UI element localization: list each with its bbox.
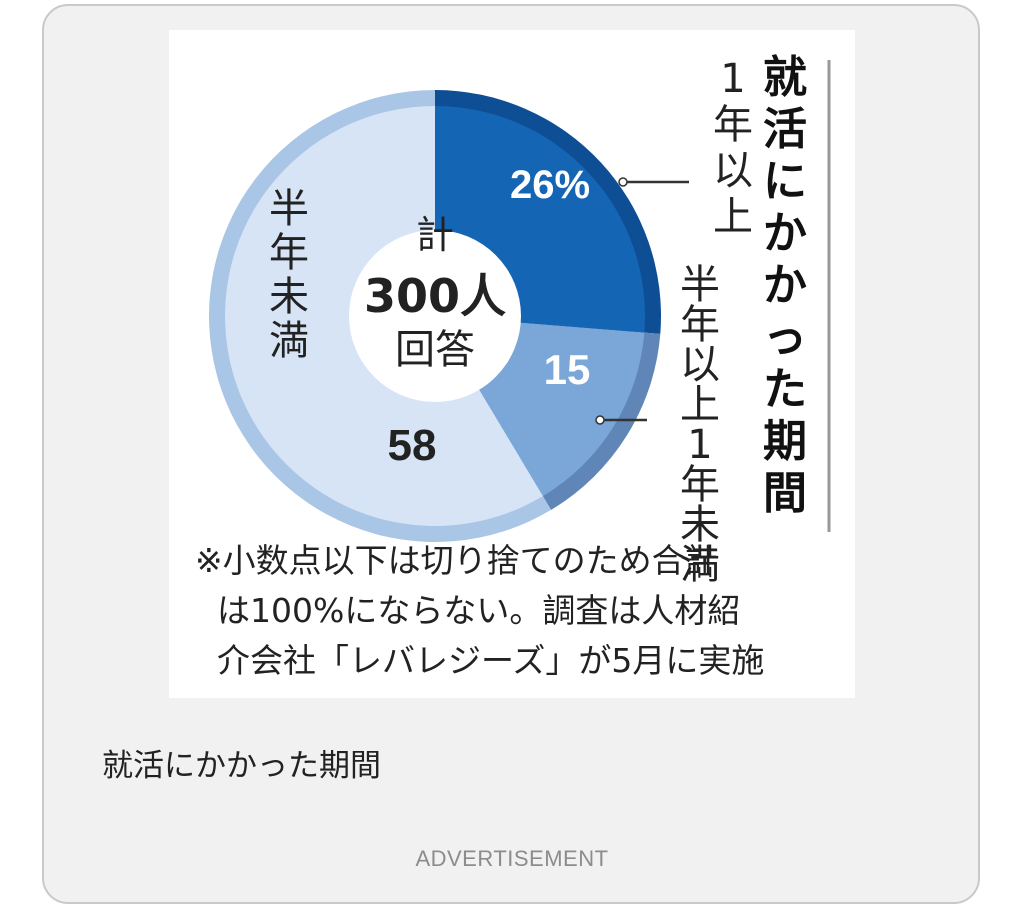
total-label-bottom: 回答 bbox=[395, 327, 475, 373]
slice-value-label-1year: 26% bbox=[510, 163, 590, 207]
chart-note-line-3: 介会社「レバレジーズ」が5月に実施 bbox=[217, 641, 764, 680]
leader-line-half-to-1year bbox=[595, 415, 647, 425]
total-label-count: 300人 bbox=[364, 269, 506, 323]
slice-value-label-half-to-1year: 15 bbox=[544, 346, 591, 393]
donut-hole bbox=[349, 230, 521, 402]
chart-note-line-1: ※小数点以下は切り捨てのため合計 bbox=[195, 541, 718, 580]
slice-value-label-under-half: 58 bbox=[388, 421, 437, 470]
leader-line-1year bbox=[618, 177, 689, 187]
slice-label-half-to-1year: 半年以上 1 年未満 bbox=[680, 262, 720, 588]
total-label-top: 計 bbox=[416, 213, 454, 257]
advertisement-label: ADVERTISEMENT bbox=[415, 846, 609, 871]
chart-figure: 計 300人 回答 26% 15 58 半年未満 1 年以上 半年以上 1 年未満 就… bbox=[169, 30, 855, 698]
chart-note-line-2: は100%にならない。調査は人材紹 bbox=[217, 591, 740, 630]
chart-title: 就活にかかった期間 bbox=[763, 52, 807, 519]
pie-chart: 計 300人 回答 26% 15 58 半年未満 1 年以上 半年以上 1 年未満 就… bbox=[195, 52, 831, 680]
figure-caption: 就活にかかった期間 bbox=[102, 748, 381, 784]
slice-label-under-half: 半年未満 bbox=[269, 186, 309, 364]
slice-label-1year: 1 年以上 bbox=[713, 56, 753, 240]
